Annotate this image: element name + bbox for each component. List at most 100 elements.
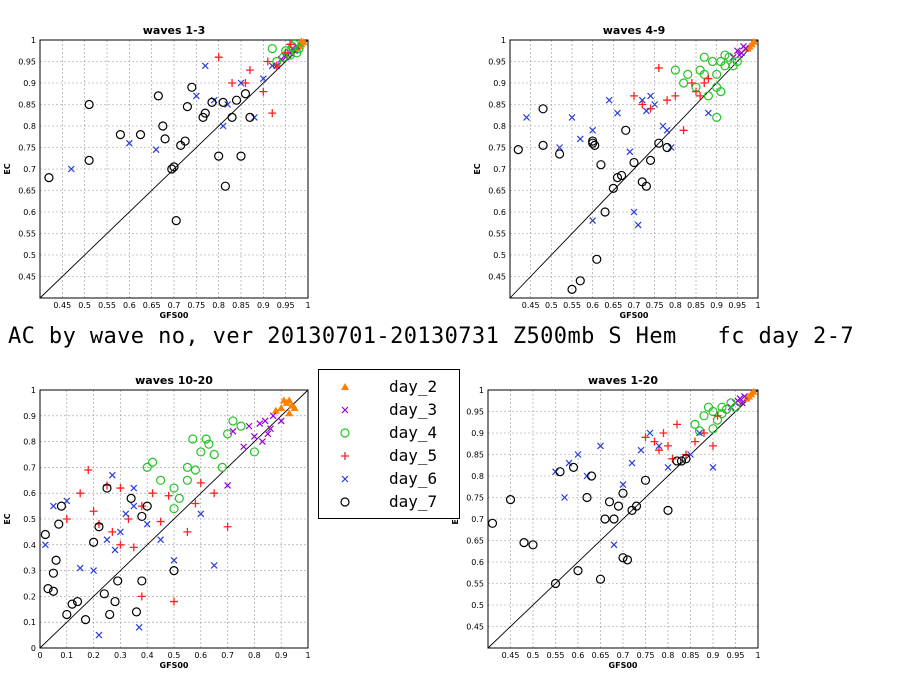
x-tick-label: 0.65 xyxy=(604,301,622,310)
point-day-5 xyxy=(223,522,232,531)
point-day-5 xyxy=(89,507,98,516)
point-day-6 xyxy=(664,463,672,471)
y-tick-label: 0.3 xyxy=(23,567,36,576)
point-day-7 xyxy=(672,456,682,466)
diagonal-line xyxy=(39,39,309,299)
point-day-4 xyxy=(147,457,158,467)
point-day-3 xyxy=(261,417,269,425)
point-day-7 xyxy=(135,130,146,140)
y-tick-label: 0.85 xyxy=(18,101,36,110)
y-tick-label: 0.2 xyxy=(23,592,36,601)
x-axis-label: GFS00 xyxy=(160,661,189,670)
point-day-4 xyxy=(703,402,714,412)
x-tick-label: 0.9 xyxy=(707,651,720,660)
data-points xyxy=(44,37,308,226)
point-day-7 xyxy=(158,121,168,131)
point-day-7 xyxy=(84,155,94,165)
y-tick-label: 0.65 xyxy=(488,187,506,196)
point-day-7 xyxy=(113,576,123,586)
point-day-7 xyxy=(48,568,59,578)
point-day-6 xyxy=(111,546,119,554)
point-day-4 xyxy=(720,61,730,71)
point-day-7 xyxy=(609,514,619,524)
x-tick-label: 0.5 xyxy=(78,301,91,310)
point-day-7 xyxy=(600,207,610,217)
point-day-5 xyxy=(196,478,205,487)
point-day-7 xyxy=(169,565,179,576)
point-day-7 xyxy=(62,609,72,620)
y-tick-label: 0.85 xyxy=(466,451,484,460)
point-day-6 xyxy=(704,109,712,117)
point-day-2 xyxy=(749,387,758,395)
point-day-6 xyxy=(646,429,654,437)
point-day-7 xyxy=(567,284,577,294)
y-tick-label: 0.8 xyxy=(493,122,506,131)
point-day-5 xyxy=(692,87,700,96)
x-marker-icon xyxy=(341,406,349,414)
legend-label: day_4 xyxy=(389,423,438,442)
point-day-6 xyxy=(630,208,638,216)
point-day-3 xyxy=(269,412,277,420)
point-day-6 xyxy=(219,122,227,130)
main-title: AC by wave no, ver 20130701-20130731 Z50… xyxy=(8,324,854,349)
point-day-5 xyxy=(650,437,659,446)
x-tick-label: 0.8 xyxy=(248,651,261,660)
point-day-6 xyxy=(655,442,663,450)
x-tick-label: 0.95 xyxy=(727,651,745,660)
panel-title: waves 10-20 xyxy=(135,374,213,387)
point-day-6 xyxy=(605,96,613,104)
x-tick-label: 1 xyxy=(755,651,760,660)
point-day-4 xyxy=(201,434,211,444)
point-day-6 xyxy=(197,510,205,518)
point-day-7 xyxy=(207,97,217,107)
point-day-5 xyxy=(148,489,157,498)
y-tick-label: 0.7 xyxy=(471,515,484,524)
y-tick-label: 0.9 xyxy=(23,79,36,88)
point-day-7 xyxy=(142,501,152,511)
point-day-6 xyxy=(597,442,604,450)
point-day-7 xyxy=(640,475,651,485)
point-day-2 xyxy=(277,404,286,412)
point-day-7 xyxy=(99,589,109,599)
point-day-5 xyxy=(630,91,638,100)
point-day-3 xyxy=(733,47,741,55)
panel-title: waves 1-20 xyxy=(588,374,658,387)
legend-marker xyxy=(341,406,349,414)
y-tick-label: 0.8 xyxy=(23,122,36,131)
point-day-5 xyxy=(679,126,688,135)
point-day-2 xyxy=(285,409,294,417)
point-day-7 xyxy=(214,151,224,161)
point-day-7 xyxy=(43,584,53,594)
point-day-5 xyxy=(654,63,663,72)
point-day-3 xyxy=(259,438,266,446)
point-day-7 xyxy=(182,102,192,112)
point-day-6 xyxy=(574,451,582,458)
legend-marker xyxy=(340,428,350,438)
x-axis-label: GFS00 xyxy=(160,311,189,320)
y-tick-label: 1 xyxy=(501,36,506,45)
x-axis-label: GFS00 xyxy=(620,311,649,320)
point-day-4 xyxy=(156,475,166,485)
point-day-7 xyxy=(218,97,228,107)
point-day-7 xyxy=(595,574,606,584)
point-day-4 xyxy=(690,419,700,429)
point-day-7 xyxy=(51,555,61,565)
y-tick-label: 0.5 xyxy=(23,251,36,260)
point-day-4 xyxy=(196,447,206,457)
point-day-5 xyxy=(129,543,138,552)
point-day-3 xyxy=(245,422,253,430)
point-day-4 xyxy=(712,112,722,123)
x-tick-label: 0.85 xyxy=(232,301,250,310)
point-day-5 xyxy=(709,441,717,450)
point-day-5 xyxy=(170,597,178,606)
y-tick-label: 0.7 xyxy=(23,165,36,174)
point-day-6 xyxy=(614,109,621,117)
point-day-7 xyxy=(94,522,104,532)
plot-frame xyxy=(39,389,309,649)
point-day-6 xyxy=(634,221,642,229)
point-day-7 xyxy=(126,493,136,503)
y-tick-label: 0.95 xyxy=(488,58,506,67)
x-tick-label: 0.6 xyxy=(586,301,599,310)
point-day-4 xyxy=(188,434,198,444)
